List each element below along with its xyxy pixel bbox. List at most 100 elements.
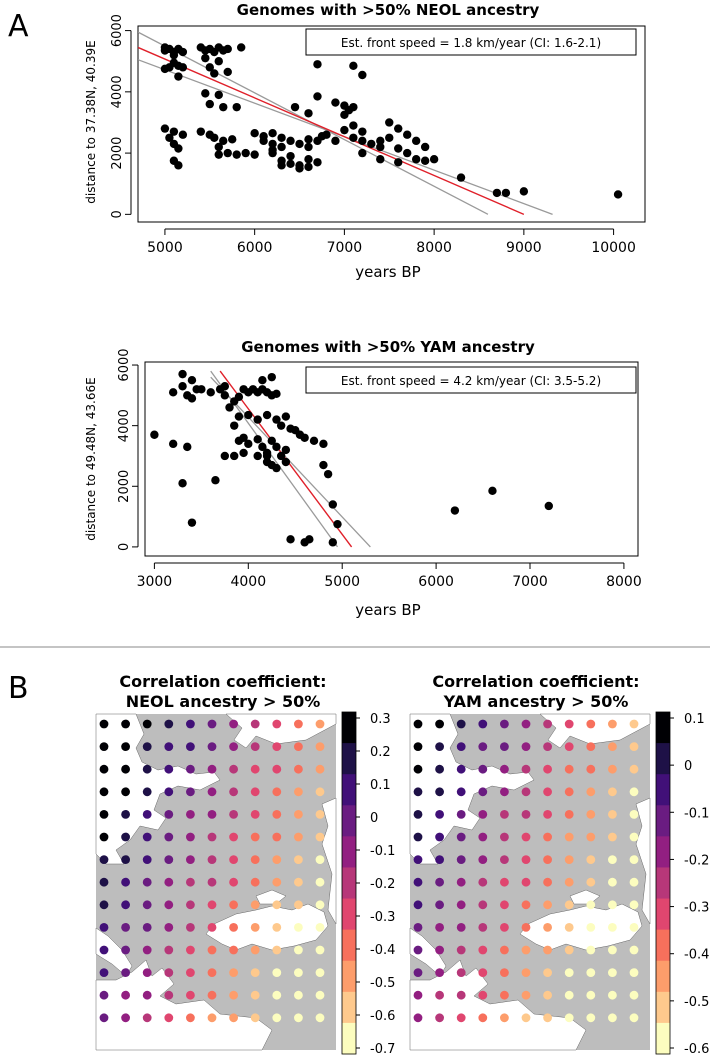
correlation-dot [629, 900, 639, 910]
data-point [385, 133, 394, 142]
correlation-dot [543, 923, 552, 932]
data-point [358, 136, 367, 146]
correlation-dot [250, 787, 260, 797]
correlation-dot [186, 877, 195, 887]
correlation-dot [413, 832, 423, 842]
data-point [340, 110, 349, 120]
data-point [219, 102, 228, 112]
correlation-dot [586, 923, 596, 932]
y-tick-label: 4000 [110, 75, 125, 108]
correlation-dot [272, 877, 282, 887]
correlation-dot [99, 832, 109, 842]
correlation-dot [629, 719, 639, 729]
data-point [319, 460, 328, 470]
correlation-dot [543, 945, 552, 955]
colorbar-label: -0.2 [370, 877, 395, 892]
correlation-dot [478, 810, 488, 819]
colorbar-segment [656, 929, 670, 962]
data-point [323, 469, 333, 479]
correlation-dot [142, 855, 152, 864]
correlation-dot [294, 832, 303, 842]
colorbar-label: -0.6 [684, 1042, 709, 1056]
colorbar-label: 0 [370, 811, 378, 826]
correlation-dot [272, 945, 282, 955]
correlation-dot [164, 787, 174, 797]
correlation-dot [186, 968, 195, 977]
correlation-dot [142, 810, 152, 819]
correlation-dot [250, 923, 260, 932]
correlation-dot [478, 719, 488, 729]
data-point [150, 430, 159, 439]
correlation-dot [250, 945, 260, 955]
correlation-dot [564, 945, 574, 955]
correlation-dot [413, 764, 423, 774]
colorbar-label: 0.1 [684, 712, 705, 727]
data-point [220, 451, 230, 461]
data-point [304, 109, 313, 118]
correlation-dot [564, 1013, 574, 1023]
correlation-dot [315, 968, 325, 977]
data-point [267, 460, 276, 470]
colorbar-label: 0.2 [370, 745, 391, 760]
azov-sea [569, 889, 601, 905]
neol-scatter-chart: Genomes with >50% NEOL ancestry 5000 6000… [84, 1, 646, 281]
correlation-dot [99, 877, 109, 887]
correlation-dot [521, 810, 531, 819]
y-tick-label: 6000 [110, 14, 125, 47]
y-tick-label: 2000 [110, 137, 125, 170]
correlation-dot [564, 832, 574, 842]
data-point [519, 187, 529, 196]
correlation-dot [142, 787, 152, 797]
data-point [239, 448, 248, 458]
chart2-plot-frame [144, 361, 639, 557]
chart2-annotation: Est. front speed = 4.2 km/year (CI: 3.5-… [341, 374, 601, 388]
correlation-dot [500, 855, 509, 864]
correlation-dot [229, 719, 239, 729]
correlation-dot [608, 968, 617, 977]
colorbar-segment [656, 712, 670, 744]
data-point [295, 430, 305, 439]
data-point [276, 421, 286, 430]
correlation-dot [294, 968, 303, 977]
correlation-dot [294, 742, 303, 751]
colorbar-label: -0.3 [684, 901, 709, 916]
colorbar-label: -0.3 [370, 910, 395, 925]
correlation-dot [207, 923, 217, 932]
correlation-dot [629, 832, 639, 842]
chart2-annotation-box [305, 366, 637, 394]
correlation-dot [586, 832, 596, 842]
correlation-dot [207, 1013, 217, 1023]
correlation-dot [294, 945, 303, 955]
data-point [349, 121, 358, 130]
correlation-dot [543, 968, 552, 977]
data-point [349, 61, 358, 71]
correlation-dot [564, 900, 574, 910]
correlation-dot [435, 719, 444, 729]
data-point [258, 442, 267, 452]
data-point [206, 388, 215, 397]
correlation-dot [272, 787, 282, 797]
correlation-dot [456, 968, 466, 977]
map1-water-features [95, 713, 337, 1051]
x-tick-label: 7000 [327, 240, 363, 256]
correlation-dot [564, 764, 574, 774]
data-point [403, 130, 412, 139]
correlation-dot [142, 1013, 152, 1023]
correlation-dot [629, 764, 639, 774]
correlation-dot [164, 719, 174, 729]
correlation-dot [99, 764, 109, 774]
x-tick-label: 9000 [506, 240, 542, 256]
correlation-dot [413, 923, 423, 932]
colorbar-label: -0.6 [370, 1009, 395, 1024]
data-point [322, 130, 331, 139]
correlation-dot [207, 990, 217, 1000]
correlation-dot [186, 787, 195, 797]
colorbar-segment [656, 836, 670, 868]
data-point [286, 535, 295, 544]
correlation-dot [164, 990, 174, 1000]
correlation-dot [250, 855, 260, 864]
correlation-dot [608, 742, 617, 751]
correlation-dot [521, 990, 531, 1000]
y-tick-label: 2000 [117, 470, 132, 503]
data-point [286, 136, 295, 146]
